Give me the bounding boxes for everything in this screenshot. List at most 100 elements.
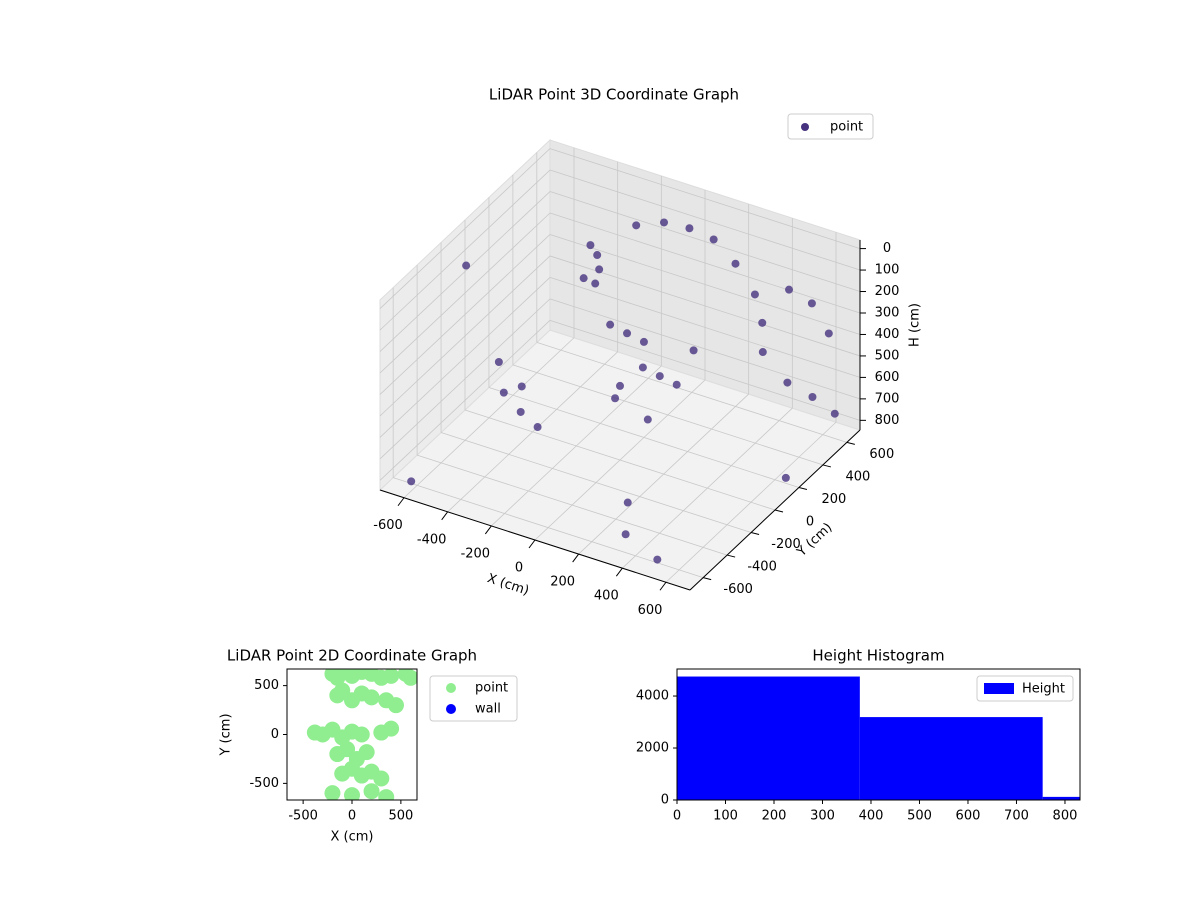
point [783,378,792,387]
grid-line [549,234,861,335]
grid-line [512,364,824,466]
point [731,259,740,268]
bar [859,717,1043,800]
y-tick-label: 400 [845,469,870,484]
x-tick-label: 800 [1053,809,1078,824]
point [758,318,767,327]
x-tick-label: 0 [673,809,681,824]
legend-marker [801,123,809,131]
point [378,789,395,800]
grid-line [416,454,728,556]
axes-frame [676,668,1081,801]
grid-line [440,432,752,533]
grid-line [549,191,861,292]
point [621,530,630,539]
point [611,394,620,403]
legend-label: wall [475,702,501,717]
tick-mark [528,539,536,549]
point [655,372,664,381]
point [402,669,417,686]
point [638,363,647,372]
point [353,726,370,743]
legend-label: point [830,120,863,135]
grid-line [379,212,551,374]
point [363,689,380,706]
grid-line [379,148,551,309]
y-tick-label: -200 [771,537,801,552]
point [517,382,526,391]
point [516,407,525,416]
x-tick-label: 100 [713,809,738,824]
point [643,415,652,424]
x-tick-label: -200 [461,546,491,561]
point [373,770,390,787]
point [383,720,400,737]
point [591,279,600,288]
x-tick-label: -500 [288,809,318,824]
x-tick-label: 500 [388,809,413,824]
tick-mark [659,581,667,591]
point [499,388,508,397]
tick-mark [484,525,492,535]
chart-title: LiDAR Point 3D Coordinate Graph [489,86,739,104]
point [807,299,816,308]
z-tick-label: 500 [875,348,900,363]
y-tick-label: 200 [822,492,847,507]
tick-mark [846,441,855,445]
tick-mark [441,511,449,521]
legend-marker [984,683,1014,694]
x-axis-label: X (cm) [331,830,374,845]
grid-line [549,212,861,314]
point [685,224,694,233]
point [672,380,681,389]
chart-title: LiDAR Point 2D Coordinate Graph [227,647,477,665]
grid-line [549,169,861,271]
x-tick-label: 700 [1004,809,1029,824]
bar [1042,796,1080,800]
x-axis-label: X (cm) [485,571,531,599]
point [750,290,759,299]
legend-marker [446,683,456,693]
chart-title: Height Histogram [812,647,944,665]
grid-line [379,277,551,438]
grid-line [379,191,551,352]
legend-label: Height [1022,682,1065,697]
point [363,783,380,800]
x-tick-label: -600 [373,518,403,533]
z-tick-label: 800 [875,413,900,428]
tick-mark [750,532,760,536]
grid-line [549,148,861,249]
point [586,241,595,250]
z-axis-label: H (cm) [908,303,923,347]
y-tick-label: 500 [254,678,279,693]
point [623,329,632,338]
plot-2d [306,669,417,800]
tick-mark [615,567,623,577]
x-tick-label: 200 [762,809,787,824]
point [334,682,351,699]
point [494,357,503,366]
point [462,261,471,270]
point [653,555,662,564]
tick-mark [572,553,580,563]
y-tick-label: 0 [806,515,814,530]
grid-line [379,234,551,395]
y-tick-label: -400 [747,560,777,575]
z-tick-label: 0 [883,241,891,256]
point [383,669,400,684]
x-tick-label: 600 [956,809,981,824]
y-tick-label: 0 [271,727,279,742]
y-tick-label: -500 [249,776,279,791]
grid-line [464,409,776,511]
point [407,477,416,486]
x-tick-label: -400 [417,532,447,547]
bar [677,676,860,800]
grid-line [379,320,551,481]
x-tick-label: 300 [810,809,835,824]
grid-line [379,169,551,331]
point [623,498,632,507]
y-tick-label: 600 [869,447,894,462]
y-axis-label: Y (cm) [219,713,234,756]
point [632,221,641,230]
z-tick-label: 100 [875,263,900,278]
